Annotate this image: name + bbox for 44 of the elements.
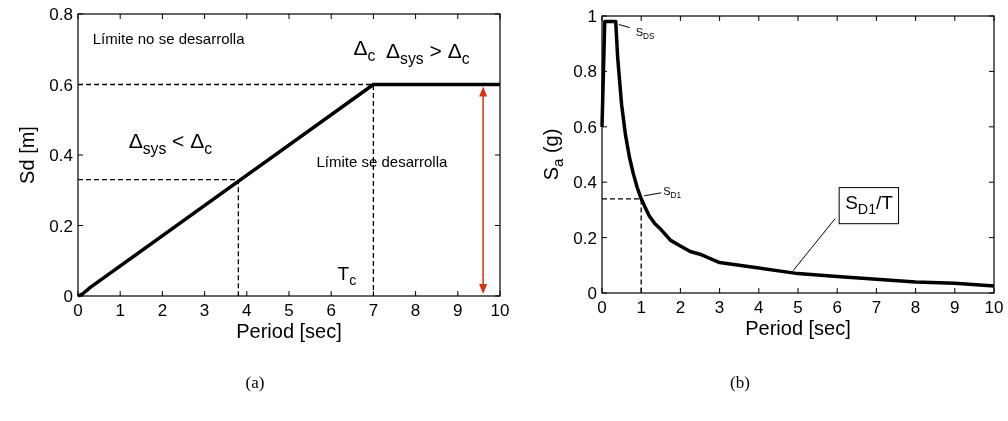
x-tick-label: 5	[793, 298, 803, 317]
x-tick-label: 4	[754, 298, 764, 317]
y-axis-title: Sd [m]	[16, 126, 38, 184]
x-axis-title: Period [sec]	[745, 317, 851, 339]
y-tick-label: 0.6	[49, 75, 73, 95]
x-tick-label: 6	[326, 301, 336, 320]
y-tick-label: 1	[587, 7, 597, 26]
y-tick-label: 0	[587, 284, 597, 303]
x-tick-label: 4	[242, 301, 252, 320]
y-tick-label: 0.8	[49, 5, 73, 24]
x-tick-label: 8	[910, 298, 921, 317]
annotation: Límite no se desarrolla	[92, 29, 246, 47]
text: (b)	[730, 373, 750, 392]
annotation: Límite se desarrolla	[316, 153, 448, 171]
x-tick-label: 9	[453, 301, 463, 320]
y-tick-label: 0.4	[573, 173, 597, 193]
x-tick-label: 7	[368, 301, 379, 320]
y-tick-label: 0.4	[49, 146, 73, 165]
annotation: Δ$_{sys}$ > Δ$_{c}$	[386, 39, 470, 67]
x-tick-label: 2	[157, 301, 168, 320]
x-tick-label: 1	[636, 298, 646, 317]
x-tick-label: 2	[675, 298, 686, 317]
annotation: S$_{D1}$	[663, 184, 682, 200]
x-tick-label: 7	[871, 298, 882, 317]
x-tick-label: 3	[714, 298, 725, 317]
x-tick-label: 6	[832, 298, 842, 317]
annotation: S$_{DS}$	[635, 25, 656, 41]
x-tick-label: 10	[984, 298, 1004, 317]
annotation: S$_{D1}$/T	[845, 191, 894, 217]
annotation: Δ$_{sys}$ < Δ$_{c}$	[128, 128, 213, 157]
x-tick-label: 9	[950, 298, 960, 317]
x-tick-label: 1	[115, 301, 125, 320]
x-axis-title: Period [sec]	[236, 320, 342, 342]
y-tick-label: 0.2	[573, 228, 597, 248]
x-tick-label: 8	[410, 301, 421, 320]
y-tick-label: 0.8	[573, 62, 597, 82]
x-tick-label: 5	[284, 301, 294, 320]
annotation: Δ$_{c}$	[353, 35, 376, 64]
text: (a)	[245, 373, 265, 392]
x-tick-label: 3	[199, 301, 210, 320]
x-tick-label: 10	[490, 301, 510, 320]
y-tick-label: 0.2	[49, 216, 73, 236]
annotation: T$_{c}$	[337, 263, 357, 289]
y-tick-label: 0.6	[573, 117, 597, 137]
